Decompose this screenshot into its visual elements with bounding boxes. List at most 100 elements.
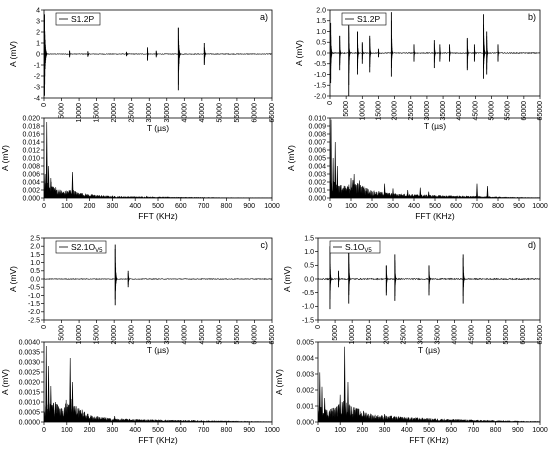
x-tick-label: 0 (327, 101, 334, 105)
spectrum-peak-13 (486, 185, 489, 198)
spectrum-peak-1 (332, 157, 335, 198)
x-tick-label: 65000 (269, 325, 276, 345)
y-tick-label: 0.0030 (19, 359, 41, 366)
x-tick-label: 400 (401, 427, 413, 434)
y-tick-label: 0.005 (308, 155, 326, 162)
spectrum-fill (44, 399, 272, 422)
y-tick-label: 0.004 (22, 179, 40, 186)
y-tick-label: 2.5 (30, 235, 40, 242)
x-tick-label: 45000 (199, 325, 206, 345)
signal-b_fft (330, 119, 540, 198)
x-tick-label: 200 (366, 203, 378, 210)
x-tick-label: 400 (129, 427, 141, 434)
x-tick-label: 500 (152, 203, 164, 210)
spectrum-peak-5 (347, 381, 349, 422)
x-tick-label: 100 (61, 427, 73, 434)
x-tick-label: 55000 (234, 325, 241, 345)
x-tick-label: 50000 (486, 325, 493, 345)
chart-b_fft: 0 100 200 300 400 500 600 700 800 900 10000.0000.0… (286, 115, 548, 221)
x-tick-label: 35000 (164, 325, 171, 345)
spectrum-peak-5 (353, 173, 356, 198)
panel-label: b) (528, 12, 536, 22)
x-axis-title: T (µs) (147, 345, 169, 355)
spectrum-peak-0 (330, 119, 332, 198)
x-tick-label: 200 (84, 203, 96, 210)
legend-box (55, 240, 107, 254)
x-tick-label: 100 (334, 427, 346, 434)
y-axis-title: A (mV) (8, 41, 18, 67)
spectrum-peak-4 (69, 357, 72, 422)
signal-c_fft (44, 345, 272, 422)
x-tick-label: 55000 (505, 101, 512, 121)
x-tick-label: 600 (450, 203, 462, 210)
spectrum-peak-4 (343, 346, 346, 422)
spectrum-peak-0 (318, 372, 321, 422)
legend-subscript: V5 (364, 248, 372, 254)
x-tick-label: 10000 (349, 325, 356, 345)
y-tick-label: 0.004 (296, 355, 314, 362)
x-tick-label: 60000 (521, 101, 528, 121)
x-tick-label: 0 (42, 203, 46, 210)
x-tick-label: 40000 (456, 101, 463, 121)
spectrum-peak-7 (111, 195, 114, 198)
spectrum-peak-2 (323, 397, 326, 422)
y-tick-label: 0.000 (308, 195, 326, 202)
x-tick-label: 0 (42, 427, 46, 434)
x-tick-label: 15000 (366, 325, 373, 345)
y-tick-label: 0.007 (308, 139, 326, 146)
y-tick-label: 0.016 (22, 131, 40, 138)
x-tick-label: 30000 (146, 103, 153, 123)
x-tick-label: 55000 (503, 325, 510, 345)
x-tick-label: 700 (198, 427, 210, 434)
x-tick-label: 40000 (452, 325, 459, 345)
y-tick-label: 0.002 (22, 187, 40, 194)
chart-b_time: 0 5000 10000 15000 20000 25000 30000 35000 40000… (294, 7, 544, 131)
x-tick-label: 100 (61, 203, 73, 210)
chart-a_fft: 0 100 200 300 400 500 600 700 800 900 10000.0000.0… (0, 115, 280, 221)
y-axis-title: A (mV) (8, 266, 18, 292)
y-tick-label: -1.0 (314, 72, 326, 79)
x-tick-label: 800 (490, 427, 502, 434)
signal-c_time (44, 244, 272, 306)
x-tick-label: 5000 (59, 325, 66, 341)
x-tick-label: 20000 (392, 101, 399, 121)
x-tick-label: 10000 (76, 103, 83, 123)
y-tick-label: 0.003 (296, 371, 314, 378)
x-axis-title: FFT (KHz) (138, 435, 178, 445)
spectrum-fill (318, 400, 540, 422)
x-tick-label: 10000 (359, 101, 366, 121)
y-tick-label: -2.0 (314, 93, 326, 100)
x-tick-label: 25000 (129, 325, 136, 345)
y-tick-label: 1.0 (30, 260, 40, 267)
spectrum-peak-8 (392, 188, 394, 198)
y-tick-label: 1.5 (30, 252, 40, 259)
x-tick-label: 50000 (216, 103, 223, 123)
y-axis-title: A (mV) (0, 369, 10, 395)
y-tick-label: 0.010 (308, 115, 326, 122)
spectrum-peak-1 (45, 121, 48, 198)
spectrum-peak-6 (383, 413, 386, 422)
x-tick-label: 60000 (251, 103, 258, 123)
y-tick-label: 0.014 (22, 139, 40, 146)
x-tick-label: 0 (316, 427, 320, 434)
x-axis-title: FFT (KHz) (409, 435, 449, 445)
spectrum-peak-3 (336, 165, 339, 198)
spectrum-peak-6 (358, 180, 361, 198)
x-tick-label: 1000 (264, 427, 280, 434)
spectrum-peak-3 (54, 401, 57, 422)
x-tick-label: 200 (357, 427, 369, 434)
y-tick-label: 0.002 (296, 387, 314, 394)
spectrum-peak-11 (427, 191, 430, 198)
panel-label: a) (260, 12, 268, 22)
x-tick-label: 20000 (111, 325, 118, 345)
y-axis-title: A (mV) (282, 266, 292, 292)
x-tick-label: 55000 (234, 103, 241, 123)
y-tick-label: 0.000 (22, 195, 40, 202)
y-tick-label: 0.0020 (19, 379, 41, 386)
spectrum-peak-12 (476, 183, 478, 198)
y-tick-label: 0.002 (308, 179, 326, 186)
y-tick-label: 1.0 (316, 29, 326, 36)
signal-a_time (44, 14, 272, 96)
y-tick-label: -1.5 (302, 317, 314, 324)
x-tick-label: 45000 (472, 101, 479, 121)
